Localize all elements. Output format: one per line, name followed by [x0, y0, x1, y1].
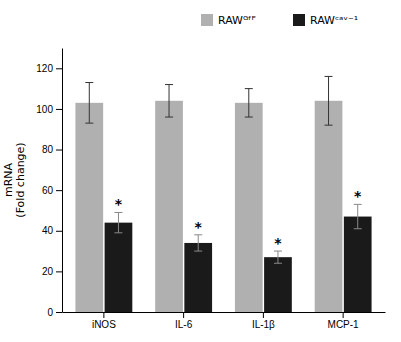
y-tick: 120	[36, 63, 62, 74]
y-tick-label: 100	[36, 104, 53, 115]
annotation: *	[274, 235, 282, 251]
y-tick-label: 20	[42, 266, 54, 277]
legend-item: RAWᶜᵃᵛ⁻¹	[293, 14, 358, 27]
error-bar	[274, 251, 282, 263]
y-axis-title: mRNA(Fold change)	[2, 142, 27, 217]
y-tick-mark	[56, 109, 62, 110]
y-axis: 0 20 40 60 80 100 120	[36, 49, 62, 318]
bar	[235, 103, 263, 312]
error-bar	[165, 85, 173, 117]
legend-label: RAWᴳᶠᴾ	[218, 14, 256, 27]
x-tick-label: IL-6	[175, 319, 193, 330]
x-tick: iNOS	[92, 312, 116, 330]
x-tick: MCP-1	[328, 312, 360, 330]
bar	[105, 223, 133, 312]
legend-swatch	[201, 14, 213, 26]
legend-item: RAWᴳᶠᴾ	[201, 14, 256, 27]
x-tick: IL-1β	[252, 312, 275, 330]
y-tick-label: 0	[47, 307, 53, 318]
error-bar	[325, 76, 333, 125]
x-tick-mark	[103, 312, 104, 318]
x-tick-mark	[343, 312, 344, 318]
x-tick-label: iNOS	[92, 319, 116, 330]
annotations: * * * *	[115, 188, 362, 251]
y-tick-mark	[56, 190, 62, 191]
marks	[75, 76, 371, 312]
error-bar	[114, 212, 122, 232]
series	[75, 76, 342, 312]
y-tick: 0	[47, 307, 62, 318]
y-tick: 100	[36, 104, 62, 115]
bar	[315, 101, 343, 312]
annotation: *	[354, 188, 362, 204]
y-tick-label: 40	[42, 225, 54, 236]
error-bar	[245, 89, 253, 117]
x-tick-mark	[183, 312, 184, 318]
y-axis-line	[62, 49, 63, 313]
x-axis-line	[63, 312, 386, 313]
y-tick-mark	[56, 312, 62, 313]
y-tick-mark	[56, 68, 62, 69]
y-tick-mark	[56, 150, 62, 151]
bar	[184, 243, 212, 312]
legend: RAWᴳᶠᴾ RAWᶜᵃᵛ⁻¹	[201, 14, 358, 27]
x-tick: IL-6	[175, 312, 193, 330]
x-tick-label: MCP-1	[328, 319, 360, 330]
plot: 0 20 40 60 80 100 120 iNOS IL-6 IL-1β MCP-1 mRNA(Fo…	[2, 49, 386, 331]
series	[105, 204, 372, 312]
bar	[155, 101, 183, 312]
error-bar	[85, 83, 93, 124]
y-tick: 40	[42, 225, 62, 236]
legend-swatch	[293, 14, 305, 26]
x-tick-label: IL-1β	[252, 319, 275, 330]
chart: 0 20 40 60 80 100 120 iNOS IL-6 IL-1β MCP-1 mRNA(Fo…	[0, 0, 401, 342]
annotation: *	[115, 196, 123, 212]
x-tick-mark	[263, 312, 264, 318]
y-tick: 80	[42, 144, 62, 155]
y-tick-label: 60	[42, 185, 54, 196]
y-tick-mark	[56, 231, 62, 232]
bar	[264, 257, 292, 312]
error-bar	[354, 204, 362, 228]
y-tick-label: 80	[42, 144, 54, 155]
annotation: *	[195, 219, 203, 235]
bar	[344, 217, 372, 312]
legend-label: RAWᶜᵃᵛ⁻¹	[310, 14, 358, 27]
x-axis: iNOS IL-6 IL-1β MCP-1	[63, 312, 386, 330]
y-tick: 60	[42, 185, 62, 196]
bar	[75, 103, 103, 312]
y-tick: 20	[42, 266, 62, 277]
y-tick-label: 120	[36, 63, 53, 74]
y-tick-mark	[56, 271, 62, 272]
error-bar	[194, 235, 202, 251]
